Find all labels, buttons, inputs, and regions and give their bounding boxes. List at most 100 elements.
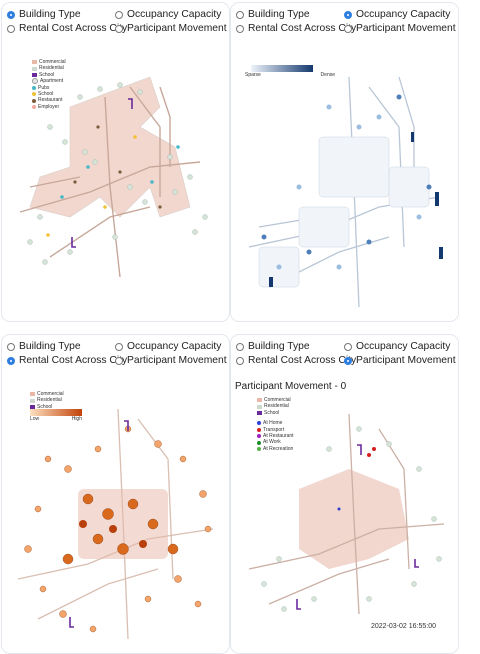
scale-high-label: Dense bbox=[320, 72, 335, 78]
radio-icon[interactable] bbox=[115, 11, 123, 19]
legend-item: At Recreation bbox=[257, 446, 294, 452]
radio-icon[interactable] bbox=[344, 25, 352, 33]
legend-label: Commercial bbox=[37, 391, 64, 397]
radio-icon[interactable] bbox=[115, 25, 123, 33]
legend-item: Transport bbox=[257, 427, 294, 433]
legend-label: Residential bbox=[264, 403, 289, 410]
option-label: Participant Movement bbox=[356, 355, 456, 366]
rental-scale: Low High bbox=[30, 409, 82, 422]
legend-item: Employer bbox=[32, 104, 66, 110]
option-rental-cost[interactable]: Rental Cost Across City bbox=[7, 355, 127, 367]
legend-item: Commercial bbox=[32, 59, 66, 65]
option-label: Building Type bbox=[248, 9, 310, 20]
legend-label: Commercial bbox=[39, 59, 66, 65]
radio-icon[interactable] bbox=[115, 343, 123, 351]
option-participant-movement[interactable]: Participant Movement bbox=[344, 355, 456, 367]
radio-selected-icon[interactable] bbox=[7, 357, 15, 365]
apartment-dot-icon bbox=[32, 78, 38, 85]
legend-label: At Work bbox=[263, 439, 281, 446]
at-home-dot-icon bbox=[257, 421, 261, 426]
at-work-dot-icon bbox=[257, 440, 261, 445]
option-label: Occupancy Capacity bbox=[356, 9, 451, 20]
option-building-type[interactable]: Building Type bbox=[7, 341, 115, 353]
scale-high-label: High bbox=[71, 416, 82, 422]
option-occupancy-capacity[interactable]: Occupancy Capacity bbox=[344, 9, 456, 21]
participant-movement-map[interactable] bbox=[239, 409, 453, 621]
restaurant-dot-icon bbox=[32, 98, 36, 103]
option-occupancy-capacity[interactable]: Occupancy Capacity bbox=[115, 341, 227, 353]
radio-icon[interactable] bbox=[236, 343, 244, 351]
radio-selected-icon[interactable] bbox=[7, 11, 15, 19]
legend-label: Restaurant bbox=[38, 97, 63, 104]
commercial-swatch bbox=[257, 398, 262, 403]
timestamp: 2022-03-02 16:55:00 bbox=[371, 623, 436, 630]
panel-building-type: Building Type Occupancy Capacity Rental … bbox=[1, 2, 230, 322]
option-label: Participant Movement bbox=[356, 23, 456, 34]
scale-low-label: Sparse bbox=[245, 72, 261, 78]
option-label: Rental Cost Across City bbox=[248, 23, 357, 34]
radio-icon[interactable] bbox=[344, 343, 352, 351]
view-options: Building Type Occupancy Capacity Rental … bbox=[7, 341, 229, 367]
radio-icon[interactable] bbox=[7, 343, 15, 351]
employer-dot-icon bbox=[32, 105, 36, 110]
legend-item: Residential bbox=[30, 397, 64, 403]
legend-label: Residential bbox=[37, 397, 62, 404]
option-label: Occupancy Capacity bbox=[356, 341, 451, 352]
radio-selected-icon[interactable] bbox=[344, 11, 352, 19]
option-participant-movement[interactable]: Participant Movement bbox=[115, 23, 227, 35]
legend-item: Pubs bbox=[32, 85, 66, 91]
option-participant-movement[interactable]: Participant Movement bbox=[344, 23, 456, 35]
radio-icon[interactable] bbox=[236, 11, 244, 19]
option-label: Participant Movement bbox=[127, 355, 227, 366]
movement-title: Participant Movement - 0 bbox=[235, 381, 347, 392]
residential-swatch bbox=[257, 404, 262, 409]
option-occupancy-capacity[interactable]: Occupancy Capacity bbox=[115, 9, 227, 21]
at-recreation-dot-icon bbox=[257, 447, 261, 452]
legend-item: Apartment bbox=[32, 78, 66, 85]
transport-dot-icon bbox=[257, 427, 261, 432]
school-dot-icon bbox=[32, 92, 36, 97]
legend-label: Apartment bbox=[40, 78, 64, 85]
legend-item: At Work bbox=[257, 439, 294, 445]
radio-icon[interactable] bbox=[236, 25, 244, 33]
commercial-swatch bbox=[30, 392, 35, 397]
option-rental-cost[interactable]: Rental Cost Across City bbox=[236, 23, 356, 35]
option-building-type[interactable]: Building Type bbox=[7, 9, 115, 21]
legend-label: Commercial bbox=[264, 397, 291, 403]
option-rental-cost[interactable]: Rental Cost Across City bbox=[7, 23, 127, 35]
option-label: Occupancy Capacity bbox=[127, 341, 222, 352]
commercial-swatch bbox=[32, 60, 37, 65]
radio-icon[interactable] bbox=[7, 25, 15, 33]
radio-icon[interactable] bbox=[115, 357, 123, 365]
legend-item: Commercial bbox=[257, 397, 294, 403]
legend-item: At Home bbox=[257, 420, 294, 426]
legend-label: Residential bbox=[39, 65, 64, 72]
legend-item: Residential bbox=[32, 65, 66, 71]
panel-participant-movement: Building Type Occupancy Capacity Rental … bbox=[230, 334, 459, 654]
school-swatch bbox=[32, 73, 37, 78]
view-options: Building Type Occupancy Capacity Rental … bbox=[236, 341, 458, 367]
option-participant-movement[interactable]: Participant Movement bbox=[115, 355, 227, 367]
panel-rental-cost: Building Type Occupancy Capacity Rental … bbox=[1, 334, 230, 654]
option-label: Building Type bbox=[19, 341, 81, 352]
option-building-type[interactable]: Building Type bbox=[236, 9, 344, 21]
rental-cost-map[interactable] bbox=[8, 399, 226, 649]
building-type-map[interactable] bbox=[10, 67, 224, 287]
legend-label: At Restaurant bbox=[263, 433, 294, 440]
occupancy-scale: Sparse Dense bbox=[245, 65, 335, 78]
option-rental-cost[interactable]: Rental Cost Across City bbox=[236, 355, 356, 367]
option-label: Participant Movement bbox=[127, 23, 227, 34]
legend-item: School bbox=[32, 72, 66, 78]
radio-selected-icon[interactable] bbox=[344, 357, 352, 365]
residential-swatch bbox=[30, 398, 35, 403]
option-occupancy-capacity[interactable]: Occupancy Capacity bbox=[344, 341, 456, 353]
option-label: Rental Cost Across City bbox=[19, 355, 128, 366]
legend-item: At Restaurant bbox=[257, 433, 294, 439]
occupancy-map[interactable] bbox=[239, 67, 453, 312]
radio-icon[interactable] bbox=[236, 357, 244, 365]
legend-label: Employer bbox=[38, 103, 60, 110]
panel-occupancy-capacity: Building Type Occupancy Capacity Rental … bbox=[230, 2, 459, 322]
building-legend: Commercial Residential School Apartment … bbox=[32, 59, 66, 110]
option-building-type[interactable]: Building Type bbox=[236, 341, 344, 353]
view-options: Building Type Occupancy Capacity Rental … bbox=[7, 9, 229, 35]
